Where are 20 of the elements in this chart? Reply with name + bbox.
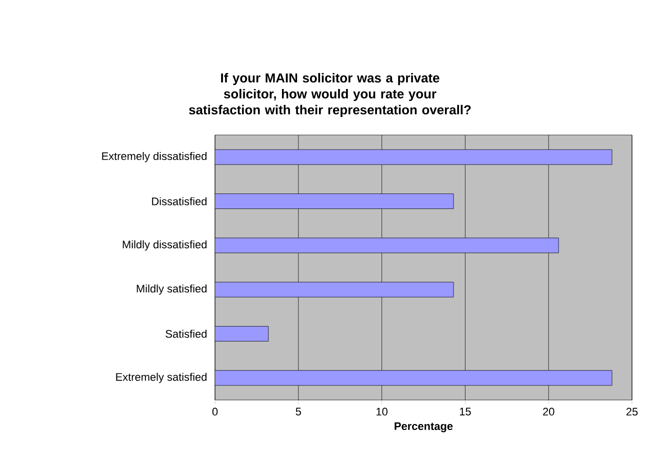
bar bbox=[215, 238, 559, 254]
bar bbox=[215, 326, 269, 342]
x-axis-title: Percentage bbox=[394, 422, 453, 432]
x-tick-label: 5 bbox=[296, 408, 301, 416]
bar bbox=[215, 194, 454, 209]
bar bbox=[215, 370, 612, 386]
chart-title: If your MAIN solicitor was a private solicitor, how would you rate your satisfaction with their representation overall? bbox=[189, 73, 471, 117]
y-tick-label: Satisfied bbox=[166, 330, 207, 338]
y-tick-label: Extremely dissatisfied bbox=[102, 152, 207, 162]
x-tick-label: 25 bbox=[626, 408, 638, 416]
y-tick-label: Dissatisfied bbox=[152, 197, 207, 206]
x-tick-label: 15 bbox=[460, 408, 471, 416]
bar bbox=[215, 282, 454, 298]
bar bbox=[215, 149, 612, 165]
x-tick-label: 10 bbox=[376, 408, 388, 416]
x-tick-label: 0 bbox=[212, 408, 218, 416]
y-tick-label: Extremely satisfied bbox=[116, 372, 207, 384]
y-tick-label: Mildly dissatisfied bbox=[122, 240, 206, 251]
y-tick-label: Mildly satisfied bbox=[136, 284, 207, 295]
x-tick-label: 20 bbox=[543, 408, 554, 416]
